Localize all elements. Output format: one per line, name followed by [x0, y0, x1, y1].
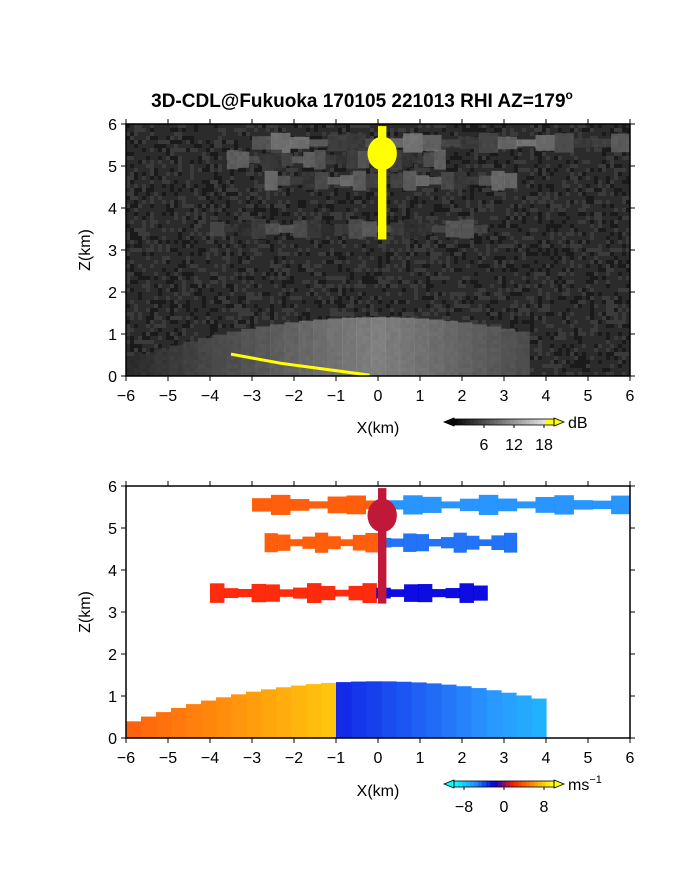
- x-tick-label: 6: [626, 750, 635, 767]
- velocity-ylabel: Z(km): [77, 591, 94, 633]
- x-tick-label: −2: [285, 750, 303, 767]
- colorbar-tick-label: 12: [505, 437, 523, 454]
- y-tick-label: 1: [108, 327, 117, 344]
- near-surface-echo: [126, 681, 547, 738]
- velocity-colorbar: −8 0 8 ms−1: [442, 774, 602, 816]
- x-tick-label: 3: [500, 750, 509, 767]
- x-tick-label: 5: [584, 750, 593, 767]
- reflectivity-ticks: −6 −5 −4 −3 −2 −1 0 1 2 3 4 5 6 0 1 2 3 4 5 6: [108, 117, 635, 405]
- echo-column: [367, 488, 397, 604]
- x-tick-label: 1: [416, 388, 425, 405]
- colorbar-tick-label: 18: [535, 437, 553, 454]
- colorbar-unit: ms−1: [568, 774, 602, 794]
- x-tick-label: −3: [243, 750, 261, 767]
- echo-layer: [210, 583, 488, 604]
- y-tick-label: 4: [108, 563, 117, 580]
- near-surface-echo: [126, 317, 530, 376]
- velocity-ticks: −6 −5 −4 −3 −2 −1 0 1 2 3 4 5 6 0 1 2 3 4 5 6: [108, 479, 635, 767]
- x-tick-label: 0: [374, 750, 383, 767]
- reflectivity-xlabel: X(km): [357, 420, 400, 437]
- x-tick-label: −6: [117, 750, 135, 767]
- x-tick-label: −1: [327, 750, 345, 767]
- echo-layer: [264, 532, 518, 553]
- reflectivity-image: [126, 124, 630, 376]
- reflectivity-colorbar: 6 12 18 dB: [442, 415, 588, 454]
- colorbar-tick-label: −8: [455, 799, 473, 816]
- colorbar-unit: dB: [568, 415, 588, 432]
- reflectivity-ylabel: Z(km): [77, 229, 94, 271]
- figure-title: 3D-CDL@Fukuoka 170105 221013 RHI AZ=179o: [151, 88, 573, 112]
- echo-layer: [252, 494, 630, 515]
- x-tick-label: −6: [117, 388, 135, 405]
- x-tick-label: 2: [458, 388, 467, 405]
- velocity-panel: −6 −5 −4 −3 −2 −1 0 1 2 3 4 5 6 0 1 2 3 4 5 6 X(km) Z(km) −…: [77, 479, 635, 816]
- x-tick-label: −4: [201, 388, 219, 405]
- x-tick-label: 3: [500, 388, 509, 405]
- x-tick-label: 4: [542, 750, 551, 767]
- y-tick-label: 3: [108, 243, 117, 260]
- ground-clutter-edge: [230, 352, 370, 376]
- y-tick-label: 1: [108, 689, 117, 706]
- y-tick-label: 5: [108, 159, 117, 176]
- y-tick-label: 2: [108, 647, 117, 664]
- x-tick-label: 6: [626, 388, 635, 405]
- x-tick-label: 5: [584, 388, 593, 405]
- x-tick-label: −3: [243, 388, 261, 405]
- x-tick-label: −5: [159, 388, 177, 405]
- x-tick-label: −5: [159, 750, 177, 767]
- y-tick-label: 0: [108, 731, 117, 748]
- y-tick-label: 2: [108, 285, 117, 302]
- velocity-image: [126, 488, 630, 738]
- echo-layer: [210, 218, 488, 240]
- y-tick-label: 4: [108, 201, 117, 218]
- x-tick-label: 0: [374, 388, 383, 405]
- x-tick-label: 1: [416, 750, 425, 767]
- x-tick-label: 4: [542, 388, 551, 405]
- echo-column: [367, 126, 397, 240]
- echo-layer: [252, 132, 630, 153]
- x-tick-label: −1: [327, 388, 345, 405]
- y-tick-label: 6: [108, 117, 117, 134]
- x-tick-label: −4: [201, 750, 219, 767]
- x-tick-label: 2: [458, 750, 467, 767]
- y-tick-label: 0: [108, 369, 117, 386]
- y-tick-label: 6: [108, 479, 117, 496]
- x-tick-label: −2: [285, 388, 303, 405]
- velocity-xlabel: X(km): [357, 783, 400, 800]
- colorbar-tick-label: 6: [480, 437, 489, 454]
- colorbar-tick-label: 8: [540, 799, 549, 816]
- y-tick-label: 5: [108, 521, 117, 538]
- colorbar-tick-label: 0: [500, 799, 509, 816]
- y-tick-label: 3: [108, 605, 117, 622]
